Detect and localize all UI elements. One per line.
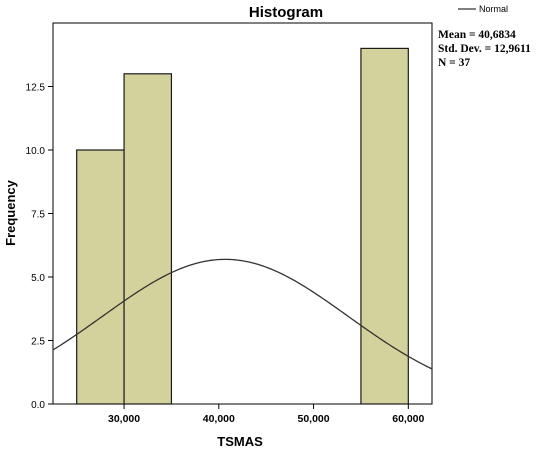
normal-curve-line (52, 258, 433, 370)
y-tick-label: 2.5 (31, 337, 45, 348)
y-tick-label: 5.0 (31, 273, 45, 284)
y-tick-label: 12.5 (26, 83, 46, 94)
y-tick-label: 7.5 (31, 210, 45, 221)
x-axis: 30,000 40,000 50,000 60,000 (108, 404, 425, 425)
x-tick-label: 50,000 (298, 413, 330, 425)
y-tick-label: 10.0 (26, 146, 46, 157)
stat-n: N = 37 (438, 57, 470, 69)
y-axis-label: Frequency (3, 179, 18, 246)
x-tick-label: 40,000 (203, 413, 235, 425)
legend-label-normal: Normal (479, 4, 508, 14)
histogram-bar-1 (76, 149, 125, 405)
chart-title: Histogram (249, 4, 323, 21)
bars-group (76, 47, 409, 405)
stats-box: Mean = 40,6834 Std. Dev. = 12,9611 N = 3… (438, 29, 531, 69)
normal-curve-group (52, 258, 433, 370)
x-axis-label: TSMAS (217, 434, 263, 449)
legend: Normal (458, 4, 508, 14)
histogram-bar-2 (123, 73, 173, 405)
stat-std-dev: Std. Dev. = 12,9611 (438, 43, 531, 55)
stat-mean: Mean = 40,6834 (438, 29, 516, 41)
x-tick-label: 60,000 (392, 413, 424, 425)
y-tick-label: 0.0 (31, 400, 45, 411)
y-axis: 0.0 2.5 5.0 7.5 10.0 12.5 (26, 83, 53, 411)
histogram-bar-3 (360, 47, 409, 405)
x-tick-label: 30,000 (108, 413, 140, 425)
